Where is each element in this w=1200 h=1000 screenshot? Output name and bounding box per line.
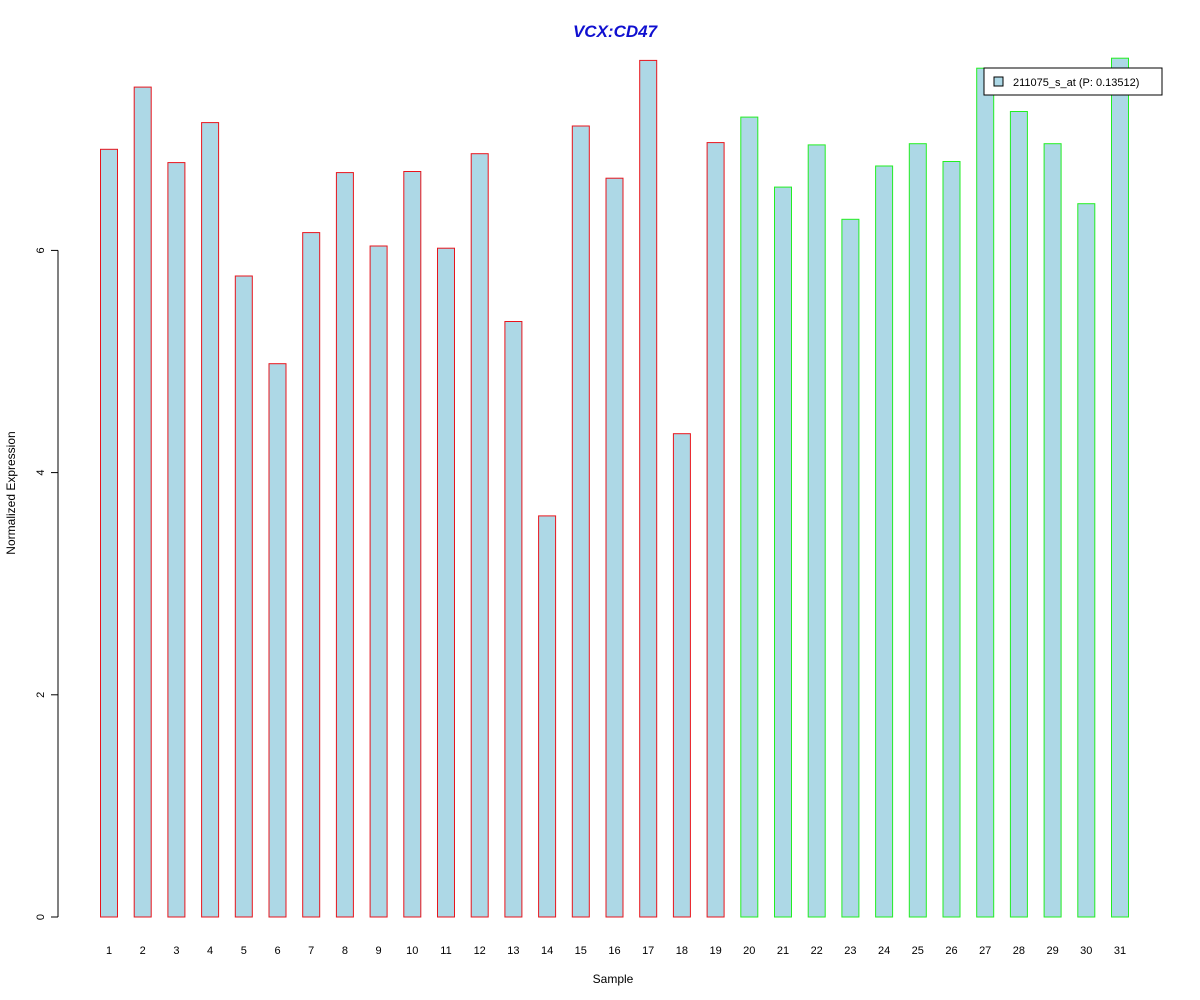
bar-sample-31 [1111, 57, 1129, 918]
x-tick-label: 28 [1013, 945, 1025, 957]
legend-label: 211075_s_at (P: 0.13512) [1013, 77, 1139, 89]
y-tick-label: 2 [35, 692, 47, 698]
x-tick-label: 5 [241, 945, 247, 957]
x-tick-label: 9 [376, 945, 382, 957]
x-tick-label: 26 [945, 945, 957, 957]
x-tick-label: 17 [642, 945, 654, 957]
x-tick-label: 10 [406, 945, 418, 957]
bar-sample-29 [1043, 143, 1062, 918]
bar-sample-4 [201, 122, 220, 918]
bar-sample-1 [100, 148, 118, 918]
bar-sample-10 [403, 171, 422, 918]
legend-swatch [993, 76, 1004, 87]
x-tick-label: 2 [140, 945, 146, 957]
bar-sample-27 [976, 67, 995, 918]
bar-sample-9 [369, 245, 388, 918]
x-tick-label: 14 [541, 945, 553, 957]
bar-sample-20 [740, 116, 759, 918]
x-tick-label: 18 [676, 945, 688, 957]
bar-sample-12 [470, 153, 489, 918]
bar-sample-8 [335, 172, 354, 918]
bar-sample-14 [538, 515, 557, 918]
bar-sample-11 [437, 247, 455, 918]
x-tick-label: 16 [608, 945, 620, 957]
bar-sample-28 [1009, 111, 1028, 918]
x-tick-label: 4 [207, 945, 213, 957]
bar-sample-30 [1077, 203, 1096, 918]
x-tick-label: 24 [878, 945, 890, 957]
legend: 211075_s_at (P: 0.13512) [983, 67, 1163, 96]
y-tick-label: 6 [35, 247, 47, 253]
bar-sample-21 [774, 186, 792, 918]
x-tick-label: 3 [173, 945, 179, 957]
x-tick-label: 8 [342, 945, 348, 957]
bar-sample-22 [807, 144, 826, 918]
y-axis-title: Normalized Expression [4, 431, 18, 554]
x-tick-label: 21 [777, 945, 789, 957]
bar-sample-15 [571, 125, 590, 918]
bar-sample-25 [908, 143, 927, 918]
bar-sample-13 [504, 321, 523, 918]
bar-sample-17 [639, 59, 658, 918]
bar-sample-2 [133, 86, 152, 918]
x-tick-label: 29 [1046, 945, 1058, 957]
bar-sample-18 [672, 433, 691, 918]
bar-sample-7 [302, 232, 321, 918]
bar-sample-16 [605, 177, 624, 918]
y-tick-label: 0 [35, 914, 47, 920]
x-tick-label: 12 [474, 945, 486, 957]
legend-box [983, 67, 1163, 96]
x-tick-label: 6 [274, 945, 280, 957]
bar-sample-24 [875, 165, 894, 918]
chart-title: VCX:CD47 [573, 22, 659, 41]
x-tick-label: 20 [743, 945, 755, 957]
x-axis-title: Sample [593, 972, 634, 986]
x-tick-label: 19 [709, 945, 721, 957]
x-tick-label: 31 [1114, 945, 1126, 957]
bar-sample-19 [706, 142, 725, 918]
x-tick-label: 30 [1080, 945, 1092, 957]
x-tick-label: 13 [507, 945, 519, 957]
bar-sample-6 [268, 363, 287, 918]
y-axis: 0 2 4 6 [35, 247, 59, 920]
x-tick-label: 7 [308, 945, 314, 957]
x-tick-label: 1 [106, 945, 112, 957]
x-tick-label: 22 [811, 945, 823, 957]
bar-sample-26 [942, 161, 961, 918]
x-tick-label: 23 [844, 945, 856, 957]
bars-group [100, 57, 1129, 918]
x-tick-labels: 1 2 3 4 5 6 7 8 9 10 11 12 13 14 15 16 17 18 19 20 21 22 23 24 2… [106, 945, 1126, 957]
bar-sample-5 [234, 275, 253, 918]
x-tick-label: 27 [979, 945, 991, 957]
x-tick-label: 25 [912, 945, 924, 957]
bar-sample-3 [167, 162, 186, 918]
bar-sample-23 [841, 218, 860, 918]
x-tick-label: 11 [440, 945, 451, 957]
x-tick-label: 15 [575, 945, 587, 957]
y-tick-label: 4 [35, 470, 47, 476]
